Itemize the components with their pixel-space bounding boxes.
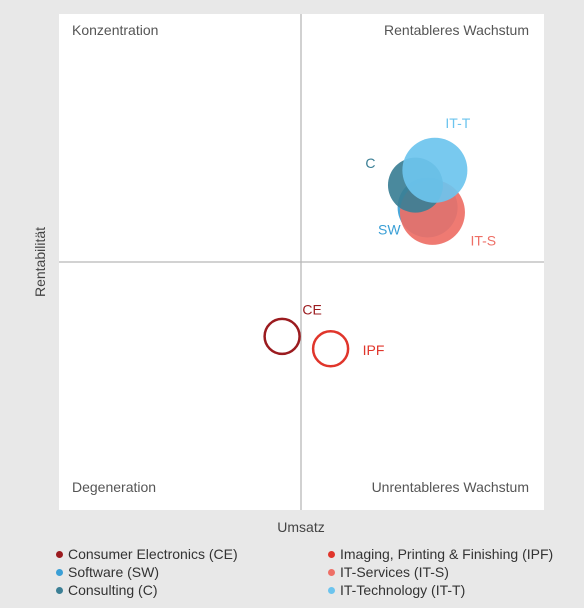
- bubble-label-it-t: IT-T: [445, 115, 470, 131]
- legend-marker: [328, 550, 335, 558]
- legend-label: Imaging, Printing & Finishing (IPF): [340, 546, 554, 562]
- quadrant-label-top-left: Konzentration: [72, 22, 158, 38]
- legend-item-ce: Consumer Electronics (CE): [56, 545, 328, 563]
- legend-marker: [56, 568, 63, 576]
- bubble-ipf: [311, 330, 350, 368]
- bubble-it-t: [402, 137, 468, 203]
- legend-item-sw: Software (SW): [56, 563, 328, 581]
- x-axis-label: Umsatz: [277, 519, 324, 535]
- quadrant-label-bottom-left: Degeneration: [72, 479, 156, 495]
- legend: Consumer Electronics (CE) Imaging, Printi…: [56, 545, 576, 599]
- legend-marker: [328, 568, 335, 576]
- legend-marker: [56, 550, 63, 558]
- bubble-label-ce: CE: [302, 301, 321, 317]
- legend-label: Consulting (C): [68, 582, 158, 598]
- legend-label: IT-Services (IT-S): [340, 564, 449, 580]
- quadrant-label-top-right: Rentableres Wachstum: [384, 22, 529, 38]
- legend-item-it-t: IT-Technology (IT-T): [328, 581, 576, 599]
- legend-marker: [56, 586, 63, 594]
- bubble-group: CE IPF SW IT-S C IT-T: [263, 115, 496, 368]
- y-axis-label: Rentabilität: [32, 227, 48, 297]
- legend-marker: [328, 586, 335, 594]
- legend-item-ipf: Imaging, Printing & Finishing (IPF): [328, 545, 576, 563]
- legend-item-c: Consulting (C): [56, 581, 328, 599]
- legend-label: Consumer Electronics (CE): [68, 546, 238, 562]
- bubble-label-ipf: IPF: [363, 342, 385, 358]
- quadrant-label-bottom-right: Unrentableres Wachstum: [372, 479, 529, 495]
- bubble-ce: [263, 317, 301, 356]
- bubble-label-c: C: [365, 155, 375, 171]
- bubble-label-it-s: IT-S: [470, 232, 496, 248]
- legend-item-it-s: IT-Services (IT-S): [328, 563, 576, 581]
- legend-label: Software (SW): [68, 564, 160, 580]
- legend-label: IT-Technology (IT-T): [340, 582, 466, 598]
- bubble-label-sw: SW: [378, 221, 401, 237]
